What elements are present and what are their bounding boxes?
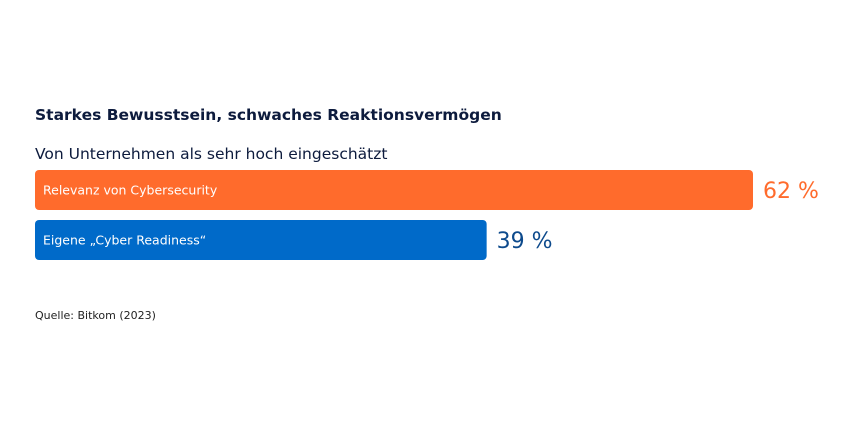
bar (35, 170, 753, 210)
bar-row: Eigene „Cyber Readiness“ 39 % (35, 220, 553, 260)
category-label: Eigene „Cyber Readiness“ (43, 233, 206, 248)
bar-row: Relevanz von Cybersecurity 62 % (35, 170, 819, 210)
chart-subtitle: Von Unternehmen als sehr hoch eingeschät… (35, 145, 388, 163)
value-label: 62 % (763, 179, 819, 204)
category-label: Relevanz von Cybersecurity (43, 183, 218, 198)
source-note: Quelle: Bitkom (2023) (35, 309, 156, 322)
chart-title: Starkes Bewusstsein, schwaches Reaktions… (35, 106, 502, 124)
value-label: 39 % (497, 229, 553, 254)
bar (35, 220, 487, 260)
